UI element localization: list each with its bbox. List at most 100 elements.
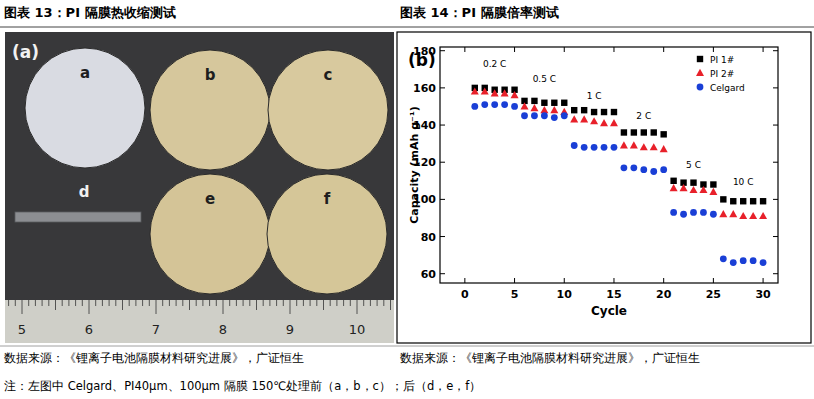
sample-disc [268, 50, 388, 170]
data-point [521, 112, 528, 119]
ruler-tick [269, 300, 270, 306]
x-tick [564, 278, 565, 283]
ruler-tick [363, 300, 364, 306]
ruler-tick [290, 300, 291, 314]
photo-panel: (a)abcdef5678910 [5, 32, 394, 343]
ruler-tick [15, 300, 16, 306]
sample-disc [150, 174, 270, 294]
data-point [710, 181, 716, 187]
y-tick-label: 180 [413, 45, 436, 58]
data-point [660, 145, 668, 152]
data-point [481, 87, 489, 94]
data-point [699, 186, 707, 193]
ruler-tick [336, 300, 337, 306]
data-point [759, 212, 767, 219]
sample-label: c [324, 66, 333, 84]
ruler-label: 5 [18, 322, 26, 337]
y-tick-label: 60 [421, 268, 437, 281]
x-tick [613, 47, 614, 52]
plot-frame [440, 47, 778, 283]
sample-label: f [324, 190, 331, 208]
ruler-tick [357, 300, 358, 314]
ruler-tick [229, 300, 230, 306]
x-tick [663, 47, 664, 52]
x-tick [713, 278, 714, 283]
data-point [621, 129, 627, 135]
ruler-tick [82, 300, 83, 306]
ruler-tick [303, 300, 304, 306]
ruler-tick [122, 300, 123, 310]
ruler-tick [256, 300, 257, 310]
ruler-tick [142, 300, 143, 306]
data-point [561, 100, 567, 106]
data-point [600, 119, 608, 126]
rate-annotation: 1 C [587, 91, 602, 101]
figure-title: 图表 14：PI 隔膜倍率测试 [400, 5, 559, 20]
x-tick [464, 47, 465, 52]
data-point [710, 211, 717, 218]
ruler-tick [263, 300, 264, 306]
figure: 图表 13：PI 隔膜热收缩测试图表 14：PI 隔膜倍率测试(a)abcdef… [0, 0, 814, 399]
sample-disc [150, 50, 270, 170]
x-tick-label: 15 [606, 288, 621, 301]
data-point [471, 103, 478, 110]
sample-strip [15, 212, 141, 222]
footer-rule [0, 346, 814, 347]
y-tick [773, 199, 778, 200]
data-point [491, 89, 499, 96]
ruler-tick [209, 300, 210, 306]
data-point [720, 196, 726, 202]
x-tick [763, 47, 764, 52]
ruler-tick [68, 300, 69, 306]
data-point [601, 109, 607, 115]
legend: PI 1#PI 2#Celgard [696, 55, 745, 93]
ruler-label: 8 [219, 322, 227, 337]
ruler-tick [8, 300, 9, 306]
sample-label: d [79, 183, 90, 201]
ruler-tick [370, 300, 371, 306]
ruler-tick [89, 300, 90, 314]
sample-label: b [205, 66, 216, 84]
data-point [610, 119, 618, 126]
ruler-tick [310, 300, 311, 306]
x-tick [514, 278, 515, 283]
data-point [760, 259, 767, 266]
ruler-label: 7 [152, 322, 160, 337]
y-tick [440, 125, 445, 126]
data-point [630, 164, 637, 171]
rate-annotation: 5 C [686, 160, 701, 170]
y-tick [440, 199, 445, 200]
y-tick [440, 236, 445, 237]
data-point [540, 106, 548, 113]
data-point [750, 257, 757, 264]
ruler-tick [189, 300, 190, 310]
photo-background [5, 32, 394, 343]
data-point [530, 104, 538, 111]
data-point [541, 100, 547, 106]
data-point [511, 103, 518, 110]
x-tick [713, 47, 714, 52]
data-point [550, 106, 558, 113]
x-tick [564, 47, 565, 52]
data-point [531, 98, 537, 104]
ruler-tick [149, 300, 150, 306]
y-tick [773, 87, 778, 88]
data-point [640, 166, 647, 173]
data-point [740, 257, 747, 264]
x-axis-title: Cycle [591, 304, 627, 318]
ruler-tick [135, 300, 136, 306]
data-point [491, 101, 498, 108]
data-point [709, 188, 717, 195]
figure-title: 图表 13：PI 隔膜热收缩测试 [4, 5, 176, 20]
data-point [570, 115, 578, 122]
ruler-tick [62, 300, 63, 306]
ruler-label: 9 [286, 322, 294, 337]
ruler-tick [28, 300, 29, 306]
ruler-tick [22, 300, 23, 314]
rate-annotation: 0.2 C [483, 59, 506, 69]
ruler-tick [102, 300, 103, 306]
legend-label: PI 2# [710, 69, 734, 79]
data-point [740, 198, 746, 204]
ruler-tick [249, 300, 250, 306]
legend-marker [697, 56, 703, 62]
